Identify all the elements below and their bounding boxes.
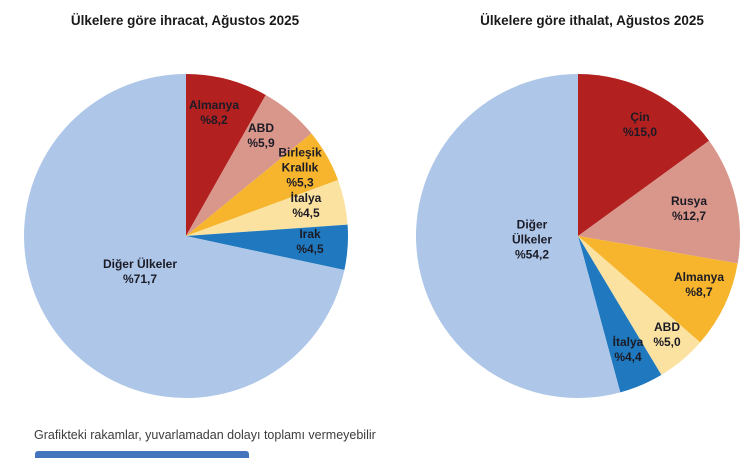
export-pie: [24, 74, 349, 399]
pie-slice-birlesik-krallik: [186, 133, 339, 236]
rounding-footnote: Grafikteki rakamlar, yuvarlamadan dolayı…: [34, 428, 376, 442]
pie-slice-almanya: [578, 236, 738, 343]
pie-slice-irak: [186, 224, 349, 271]
import-chart-title: Ülkelere göre ithalat, Ağustos 2025: [480, 13, 704, 28]
import-pie: [415, 74, 740, 398]
pie-slice-diger-ulkeler: [415, 74, 621, 398]
pie-slice-cin: [578, 74, 710, 236]
pie-slice-diger-ulkeler: [24, 74, 345, 399]
pie-slice-italya: [578, 236, 662, 393]
pie-slice-abd: [186, 94, 312, 237]
bottom-cutoff-bar: [35, 451, 249, 458]
export-chart-title: Ülkelere göre ihracat, Ağustos 2025: [70, 13, 300, 28]
pie-slice-rusya: [578, 140, 740, 264]
pie-slice-italya: [186, 179, 348, 236]
pie-slice-abd: [578, 236, 701, 375]
pie-slice-almanya: [186, 74, 266, 236]
